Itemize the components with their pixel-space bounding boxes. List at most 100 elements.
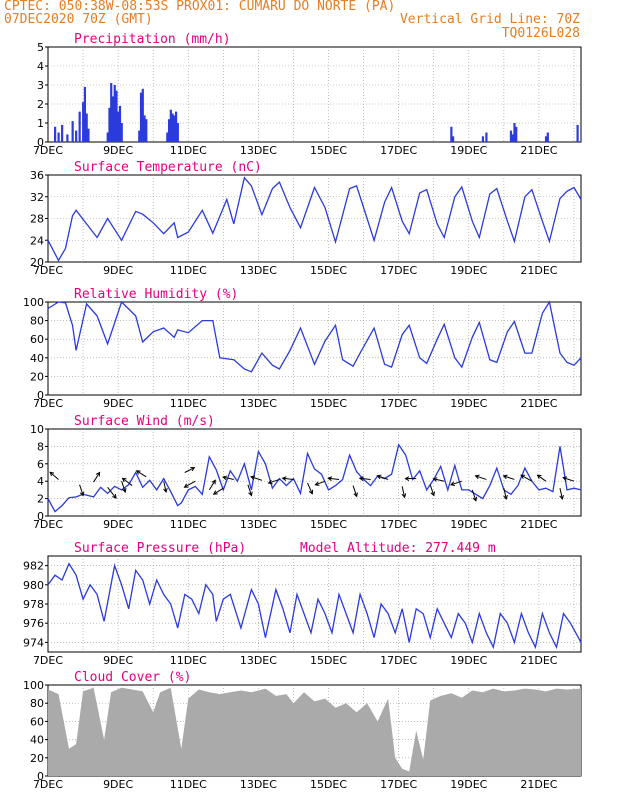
wind-arrow — [307, 482, 313, 494]
y-tick-label: 2 — [37, 98, 44, 111]
wind-arrow-head — [183, 483, 189, 488]
x-tick-label: 7DEC — [33, 397, 63, 410]
header-date: 07DEC2020 70Z (GMT) — [4, 12, 153, 27]
x-tick-label: 21DEC — [520, 654, 557, 667]
header-code: TQ0126L028 — [501, 26, 580, 41]
x-tick-label: 9DEC — [103, 144, 133, 157]
header-grid-note: Vertical Grid Line: 70Z — [399, 12, 580, 27]
wind-arrow — [121, 481, 126, 493]
y-tick-label: 980 — [23, 579, 44, 592]
y-tick-label: 4 — [37, 60, 44, 73]
x-tick-label: 17DEC — [380, 654, 417, 667]
precip-bar — [176, 123, 179, 142]
precip-bar — [145, 119, 148, 142]
panel-annotation: Model Altitude: 277.449 m — [300, 541, 496, 556]
wind-arrow — [222, 476, 234, 480]
y-tick-label: 100 — [23, 679, 44, 692]
wind-arrow-head — [474, 474, 480, 480]
wind-arrow-head — [562, 476, 568, 481]
y-tick-label: 0 — [37, 510, 44, 523]
wind-arrow-head — [190, 467, 196, 472]
wind-arrow — [250, 476, 263, 481]
y-tick-label: 40 — [30, 734, 44, 747]
panel-title: Precipitation (mm/h) — [74, 32, 231, 47]
wind-arrow — [520, 474, 533, 482]
precip-bar — [169, 109, 172, 142]
precip-bar — [450, 126, 453, 142]
precip-bar — [481, 136, 485, 142]
precip-bar — [544, 136, 548, 142]
precip-bar — [87, 128, 90, 142]
panel-title: Surface Wind (m/s) — [74, 414, 215, 429]
wind-arrow — [93, 472, 101, 483]
precip-bar — [509, 130, 513, 142]
wind-arrow — [471, 489, 477, 501]
x-tick-label: 9DEC — [103, 397, 133, 410]
x-tick-label: 19DEC — [450, 397, 487, 410]
y-tick-label: 60 — [30, 715, 44, 728]
panel-title: Cloud Cover (%) — [74, 670, 191, 685]
panel-frame — [47, 46, 582, 143]
wind-arrow — [208, 480, 216, 491]
x-tick-label: 21DEC — [520, 778, 557, 791]
wind-arrow — [213, 487, 224, 495]
y-tick-label: 4 — [37, 475, 44, 488]
precip-bar — [106, 132, 109, 142]
y-tick-label: 3 — [37, 79, 44, 92]
x-tick-label: 7DEC — [33, 654, 63, 667]
y-tick-label: 24 — [30, 234, 44, 247]
wind-arrow-head — [248, 491, 253, 497]
y-tick-label: 8 — [37, 440, 44, 453]
series-line — [47, 300, 582, 373]
precip-bar — [171, 113, 174, 142]
x-tick-label: 15DEC — [310, 144, 347, 157]
x-tick-label: 13DEC — [240, 654, 277, 667]
y-tick-label: 60 — [30, 333, 44, 346]
wind-arrow-head — [430, 491, 436, 497]
x-tick-label: 9DEC — [103, 654, 133, 667]
y-tick-label: 40 — [30, 352, 44, 365]
x-tick-label: 15DEC — [310, 518, 347, 531]
series-line — [47, 562, 582, 650]
wind-arrow-head — [121, 487, 127, 493]
wind-arrow-head — [376, 474, 382, 480]
wind-arrow-head — [358, 476, 364, 481]
wind-arrow — [563, 477, 575, 482]
panel-frame — [47, 301, 582, 396]
x-tick-label: 17DEC — [380, 144, 417, 157]
precip-bar — [576, 124, 579, 142]
precip-bar — [110, 83, 113, 142]
header-station: CPTEC: 050:38W-08:53S PROX01: CUMARU DO … — [4, 0, 396, 14]
x-tick-label: 7DEC — [33, 264, 63, 277]
x-tick-label: 13DEC — [240, 397, 277, 410]
precip-bar — [118, 105, 122, 142]
x-tick-label: 11DEC — [170, 264, 207, 277]
y-tick-label: 36 — [30, 169, 44, 182]
x-tick-label: 15DEC — [310, 397, 347, 410]
wind-arrow-head — [112, 494, 117, 499]
y-tick-label: 978 — [23, 598, 44, 611]
x-tick-label: 19DEC — [450, 144, 487, 157]
wind-arrow — [107, 486, 117, 499]
wind-arrow-head — [212, 490, 218, 495]
precip-bar — [57, 132, 60, 142]
x-tick-label: 9DEC — [103, 778, 133, 791]
wind-arrow-head — [314, 481, 320, 486]
precip-bar — [61, 124, 64, 142]
wind-arrow — [268, 478, 280, 484]
wind-arrow-head — [502, 474, 508, 480]
y-tick-label: 974 — [23, 636, 44, 649]
wind-arrow-head — [281, 476, 287, 481]
precip-bar — [115, 90, 118, 142]
precip-bar — [546, 132, 549, 142]
precip-bar — [111, 96, 115, 142]
wind-arrow — [328, 477, 340, 480]
x-tick-label: 15DEC — [310, 264, 347, 277]
precip-bar — [113, 85, 116, 142]
wind-arrow-head — [95, 471, 101, 477]
series-line — [47, 176, 582, 262]
wind-arrow — [429, 484, 435, 496]
x-tick-label: 17DEC — [380, 397, 417, 410]
wind-arrow — [184, 480, 196, 488]
wind-arrow-head — [222, 475, 228, 481]
